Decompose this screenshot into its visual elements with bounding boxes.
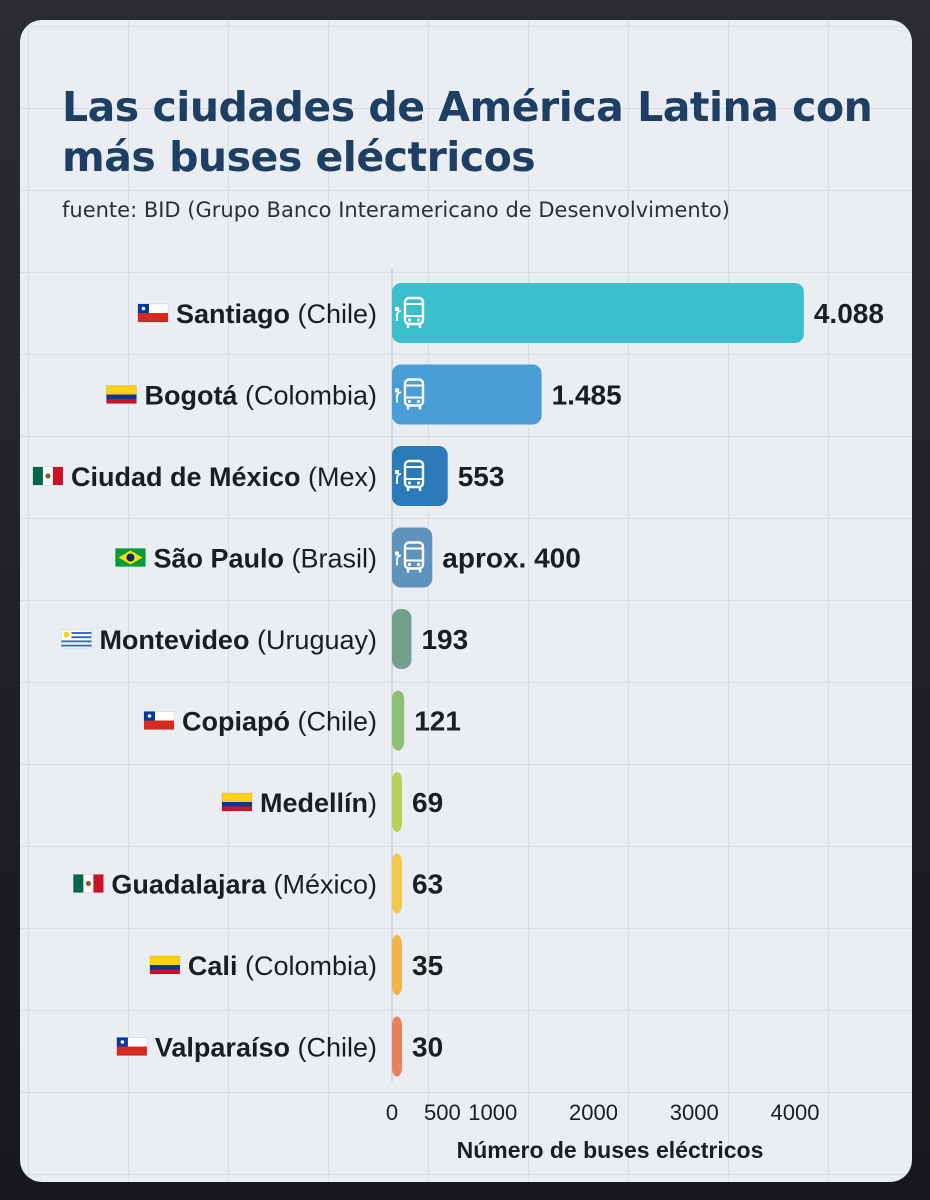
country-name: (Mex): [301, 462, 378, 492]
chart-subtitle: fuente: BID (Grupo Banco Interamericano …: [62, 198, 730, 222]
category-label: Guadalajara (México): [111, 870, 377, 900]
city-name: Cali: [188, 951, 238, 981]
bar: [392, 446, 448, 506]
electric-bus-icon: [395, 459, 425, 491]
category-label: Montevideo (Uruguay): [99, 625, 377, 655]
category-label: Ciudad de México (Mex): [71, 462, 377, 492]
bar-row: 69 Medellín): [221, 772, 443, 832]
value-label: 30: [412, 1032, 443, 1063]
value-label: 121: [414, 706, 461, 737]
country-name: (Colombia): [237, 951, 377, 981]
country-name: (México): [266, 870, 377, 900]
infographic-card: Las ciudades de América Latina con más b…: [20, 20, 912, 1182]
bar-row: 63 Guadalajara (México): [73, 853, 443, 914]
city-name: Bogotá: [144, 381, 238, 411]
bar-row: aprox. 400 São Paulo (Brasil): [115, 527, 581, 588]
value-label: aprox. 400: [442, 543, 581, 574]
city-name: Valparaíso: [155, 1033, 290, 1063]
bar-row: 1.485 Bogotá (Colombia): [106, 364, 622, 425]
x-tick-label: 500: [424, 1100, 461, 1125]
colombia-flag: [106, 385, 137, 404]
category-label: Valparaíso (Chile): [155, 1033, 377, 1063]
value-label: 553: [458, 461, 505, 492]
value-label: 4.088: [814, 298, 884, 329]
country-name: (Brasil): [284, 544, 377, 574]
x-tick-label: 4000: [771, 1100, 820, 1125]
city-name: Medellín: [260, 788, 368, 818]
bar: [392, 853, 402, 914]
country-name: (Uruguay): [249, 625, 377, 655]
city-name: Montevideo: [99, 625, 249, 655]
city-name: Santiago: [176, 299, 290, 329]
bar-row: 553 Ciudad de México (Mex): [32, 446, 505, 506]
bar: [392, 935, 402, 995]
bar-row: 4.088 Santiago (Chile): [137, 283, 884, 343]
category-label: Medellín): [260, 788, 377, 818]
bar: [392, 1016, 402, 1077]
colombia-flag: [221, 792, 253, 812]
country-name: (Chile): [290, 299, 377, 329]
country-name: (Chile): [290, 1033, 377, 1063]
chart-title: Las ciudades de América Latina con más b…: [62, 83, 873, 181]
city-name: São Paulo: [153, 544, 284, 574]
bar-row: 193 Montevideo (Uruguay): [61, 609, 468, 669]
x-tick-label: 1000: [468, 1100, 517, 1125]
x-axis-title: Número de buses eléctricos: [457, 1137, 764, 1163]
category-label: Cali (Colombia): [188, 951, 377, 981]
chile-flag: [143, 711, 175, 730]
bar: [392, 690, 405, 751]
value-label: 35: [412, 950, 443, 981]
bar: [392, 283, 804, 343]
country-name: ): [368, 788, 377, 818]
x-tick-label: 2000: [569, 1100, 618, 1125]
category-label: Bogotá (Colombia): [144, 381, 377, 411]
category-label: São Paulo (Brasil): [153, 544, 377, 574]
category-label: Copiapó (Chile): [182, 707, 377, 737]
city-name: Ciudad de México: [71, 462, 301, 492]
country-name: (Chile): [290, 707, 377, 737]
value-label: 1.485: [552, 380, 622, 411]
electric-bus-icon: [395, 296, 425, 328]
x-tick-label: 0: [386, 1100, 398, 1125]
brazil-flag: [115, 548, 146, 567]
mexico-flag: [32, 466, 64, 486]
country-name: (Colombia): [237, 381, 377, 411]
bar-row: 121 Copiapó (Chile): [143, 690, 461, 751]
electric-bus-icon: [395, 378, 425, 410]
city-name: Copiapó: [182, 707, 290, 737]
x-tick-label: 3000: [670, 1100, 719, 1125]
chile-flag: [137, 303, 169, 323]
value-label: 69: [412, 787, 443, 818]
bar-row: 30 Valparaíso (Chile): [116, 1016, 443, 1077]
uruguay-flag: [61, 629, 92, 649]
city-name: Guadalajara: [111, 870, 267, 900]
chile-flag: [116, 1037, 148, 1056]
bar: [392, 772, 402, 832]
bar: [392, 609, 412, 669]
mexico-flag: [73, 874, 104, 893]
colombia-flag: [149, 955, 181, 975]
electric-bus-icon: [395, 541, 425, 573]
value-label: 193: [421, 624, 468, 655]
category-label: Santiago (Chile): [176, 299, 377, 329]
bar-row: 35 Cali (Colombia): [149, 935, 443, 995]
bar: [392, 364, 542, 425]
value-label: 63: [412, 869, 443, 900]
